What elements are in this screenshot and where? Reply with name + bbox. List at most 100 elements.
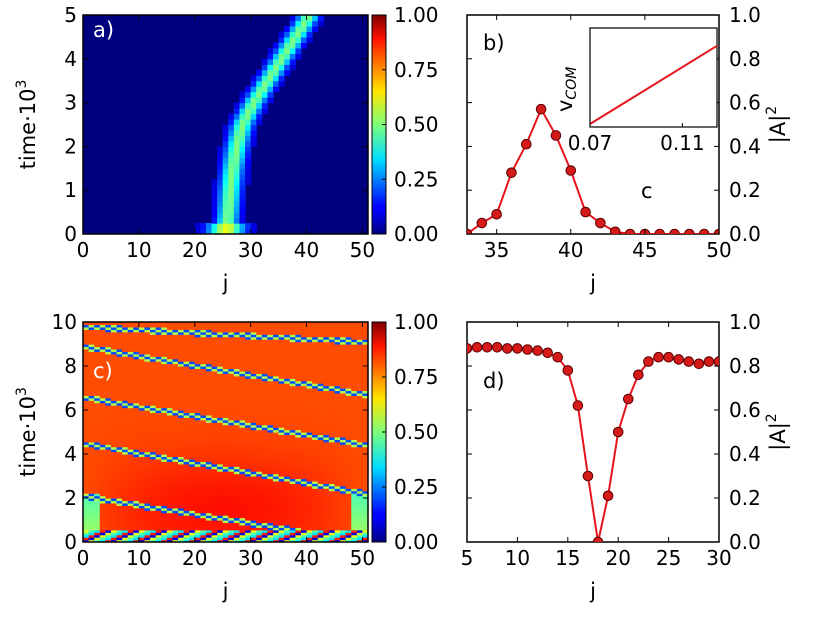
heatmap-c-cell xyxy=(217,363,224,367)
heatmap-c-cell xyxy=(362,451,368,455)
heatmap-c-cell xyxy=(161,331,168,335)
heatmap-c-cell xyxy=(362,410,368,414)
series-line xyxy=(467,106,719,234)
heatmap-c-cell xyxy=(334,348,341,352)
heatmap-c-cell xyxy=(228,473,235,477)
heatmap-c-cell xyxy=(178,434,185,438)
heatmap-c-cell xyxy=(83,534,90,538)
heatmap-c-cell xyxy=(233,356,241,360)
heatmap-c-cell xyxy=(295,351,302,355)
heatmap-c-cell xyxy=(273,454,280,458)
heatmap-c-cell xyxy=(334,336,341,340)
heatmap-c-cell xyxy=(306,424,313,428)
heatmap-c-cell xyxy=(133,451,140,455)
heatmap-c-cell xyxy=(172,388,179,392)
heatmap-c-cell xyxy=(362,419,368,423)
heatmap-c-cell xyxy=(317,424,324,428)
heatmap-c-cell xyxy=(233,507,241,511)
heatmap-c-cell xyxy=(172,339,179,343)
heatmap-c-cell xyxy=(261,336,269,340)
heatmap-c-cell xyxy=(345,346,352,350)
heatmap-c-cell xyxy=(362,532,368,536)
heatmap-c-cell xyxy=(300,402,308,406)
heatmap-c-cell xyxy=(217,485,224,489)
heatmap-c-cell xyxy=(194,498,201,502)
heatmap-c-cell xyxy=(250,463,257,467)
heatmap-c-cell xyxy=(127,534,134,538)
heatmap-c-cell xyxy=(88,476,95,480)
heatmap-c-cell xyxy=(345,512,352,516)
heatmap-c-cell xyxy=(161,480,168,484)
heatmap-c-cell xyxy=(278,380,285,384)
heatmap-a-cell xyxy=(233,102,241,109)
heatmap-a-cell xyxy=(222,179,229,186)
heatmap-c-cell xyxy=(161,466,168,470)
heatmap-c-cell xyxy=(105,427,112,431)
heatmap-c-cell xyxy=(256,522,263,526)
heatmap-c-cell xyxy=(284,527,291,531)
heatmap-c-cell xyxy=(200,473,207,477)
heatmap-c-cell xyxy=(289,380,296,384)
heatmap-c-cell xyxy=(166,348,174,352)
heatmap-c-cell xyxy=(250,322,257,326)
heatmap-c-cell xyxy=(289,527,296,531)
heatmap-c-cell xyxy=(189,388,196,392)
heatmap-c-cell xyxy=(138,476,146,480)
heatmap-c-cell xyxy=(194,532,201,536)
heatmap-c-cell xyxy=(161,502,168,506)
heatmap-c-cell xyxy=(261,375,269,379)
heatmap-c-cell xyxy=(105,520,112,524)
heatmap-c-cell xyxy=(110,329,118,333)
heatmap-c-cell xyxy=(312,380,319,384)
heatmap-c-cell xyxy=(138,524,146,528)
heatmap-c-cell xyxy=(256,466,263,470)
heatmap-c-cell xyxy=(133,336,140,340)
heatmap-c-cell xyxy=(345,410,352,414)
heatmap-c-cell xyxy=(133,390,140,394)
heatmap-c-cell xyxy=(138,458,146,462)
heatmap-c-cell xyxy=(356,422,364,426)
heatmap-c-cell xyxy=(172,463,179,467)
heatmap-c-cell xyxy=(222,375,229,379)
heatmap-c-cell xyxy=(88,441,95,445)
heatmap-c-cell xyxy=(222,515,229,519)
heatmap-c-cell xyxy=(340,412,347,416)
heatmap-c-cell xyxy=(150,385,157,389)
heatmap-c-cell xyxy=(267,529,274,533)
heatmap-c-cell xyxy=(144,515,151,519)
heatmap-c-cell xyxy=(334,405,341,409)
heatmap-c-cell xyxy=(161,451,168,455)
heatmap-c-cell xyxy=(261,378,269,382)
heatmap-c-cell xyxy=(278,348,285,352)
heatmap-c-cell xyxy=(356,395,364,399)
heatmap-c-cell xyxy=(289,515,296,519)
heatmap-c-cell xyxy=(284,422,291,426)
heatmap-c-cell xyxy=(340,324,347,328)
heatmap-c-cell xyxy=(211,532,218,536)
heatmap-c-cell xyxy=(273,427,280,431)
heatmap-c-cell xyxy=(267,539,274,542)
heatmap-c-cell xyxy=(267,480,274,484)
heatmap-c-cell xyxy=(200,368,207,372)
heatmap-c-cell xyxy=(116,346,123,350)
heatmap-c-cell xyxy=(144,495,151,499)
heatmap-c-cell xyxy=(250,414,257,418)
heatmap-c-cell xyxy=(289,432,296,436)
heatmap-c-cell xyxy=(356,454,364,458)
heatmap-c-cell xyxy=(340,424,347,428)
heatmap-a-cell xyxy=(194,223,201,230)
heatmap-c-cell xyxy=(144,424,151,428)
heatmap-c-cell xyxy=(228,383,235,387)
heatmap-c-cell xyxy=(267,427,274,431)
heatmap-a-cell xyxy=(239,91,246,98)
heatmap-c-cell xyxy=(138,471,146,475)
heatmap-c-cell xyxy=(183,392,190,396)
heatmap-c-cell xyxy=(250,336,257,340)
heatmap-c-cell xyxy=(144,439,151,443)
heatmap-c-cell xyxy=(211,454,218,458)
heatmap-c-cell xyxy=(183,380,190,384)
heatmap-c-cell xyxy=(306,498,313,502)
heatmap-c-cell xyxy=(217,490,224,494)
heatmap-c-cell xyxy=(250,451,257,455)
heatmap-c-cell xyxy=(211,434,218,438)
